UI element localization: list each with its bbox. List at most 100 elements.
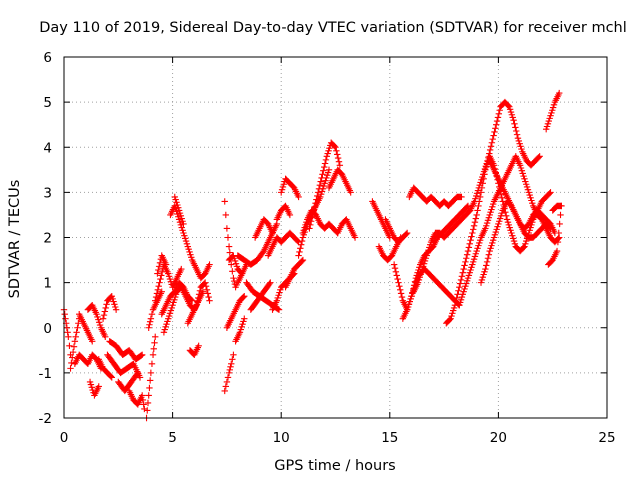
- interp-point: [172, 293, 179, 301]
- data-point: [332, 144, 339, 151]
- data-point: [469, 229, 476, 237]
- interp-point: [146, 384, 153, 392]
- interp-point: [312, 200, 319, 207]
- series-s17: [158, 279, 196, 318]
- interp-point: [515, 137, 523, 145]
- interp-point: [155, 263, 163, 270]
- interp-point: [550, 101, 558, 109]
- data-point: [460, 265, 467, 273]
- data-point: [536, 153, 543, 160]
- interp-point: [466, 240, 473, 248]
- interp-point: [494, 114, 502, 121]
- x-tick-label: 10: [273, 430, 290, 446]
- interp-point: [140, 401, 147, 408]
- interp-point: [313, 196, 320, 203]
- interp-point: [484, 255, 492, 262]
- series-s46: [399, 265, 463, 322]
- interp-point: [240, 318, 247, 325]
- interp-point: [487, 143, 495, 150]
- interp-point: [487, 245, 494, 252]
- interp-point: [326, 144, 333, 152]
- interp-point: [426, 241, 434, 248]
- data-point: [351, 234, 359, 241]
- interp-point: [146, 318, 154, 325]
- interp-point: [168, 304, 175, 312]
- interp-point: [535, 153, 542, 161]
- interp-point: [222, 211, 230, 219]
- interp-point: [96, 321, 104, 329]
- interp-point: [480, 271, 487, 278]
- data-point: [395, 279, 402, 286]
- interp-point: [470, 255, 478, 263]
- interp-point: [107, 373, 115, 380]
- series-s55: [549, 202, 565, 214]
- interp-point: [318, 174, 325, 182]
- data-point: [102, 333, 109, 340]
- interp-point: [314, 192, 321, 200]
- interp-point: [311, 203, 318, 211]
- interp-point: [74, 324, 81, 331]
- interp-point: [474, 245, 481, 252]
- interp-point: [426, 244, 433, 251]
- data-point: [414, 279, 422, 286]
- interp-point: [155, 283, 162, 290]
- interp-point: [392, 268, 400, 275]
- interp-point: [420, 263, 427, 270]
- y-tick-label: 6: [43, 50, 52, 66]
- data-point: [295, 193, 302, 201]
- interp-point: [509, 114, 516, 121]
- interp-point: [406, 298, 413, 305]
- interp-point: [146, 377, 154, 384]
- interp-point: [488, 206, 495, 213]
- interp-point: [476, 237, 484, 244]
- interp-point: [173, 199, 180, 206]
- interp-point: [467, 266, 474, 274]
- data-point: [136, 374, 144, 381]
- interp-point: [479, 274, 486, 281]
- interp-point: [166, 310, 174, 317]
- interp-point: [476, 198, 483, 205]
- interp-point: [489, 239, 496, 247]
- interp-point: [138, 352, 145, 359]
- interp-point: [185, 246, 192, 253]
- interp-point: [240, 293, 247, 301]
- interp-point: [238, 323, 245, 331]
- interp-point: [522, 178, 529, 185]
- data-point: [165, 315, 172, 322]
- data-point: [149, 351, 157, 359]
- interp-point: [557, 211, 564, 219]
- series-s44: [382, 216, 411, 246]
- interp-point: [420, 260, 428, 267]
- data-point: [165, 270, 172, 277]
- interp-point: [497, 212, 505, 220]
- interp-point: [63, 324, 71, 331]
- interp-point: [493, 226, 500, 233]
- interp-point: [546, 224, 553, 231]
- interp-point: [278, 186, 286, 193]
- interp-point: [203, 286, 211, 294]
- interp-point: [523, 237, 530, 245]
- interp-point: [397, 286, 404, 294]
- interp-point: [397, 290, 405, 297]
- interp-point: [172, 291, 180, 298]
- interp-point: [179, 227, 186, 234]
- interp-point: [187, 251, 194, 258]
- interp-point: [334, 151, 341, 158]
- interp-point: [449, 310, 456, 317]
- interp-point: [239, 320, 246, 328]
- interp-point: [331, 143, 338, 150]
- data-point: [241, 292, 248, 300]
- series-s40: [325, 166, 354, 196]
- interp-point: [543, 123, 551, 130]
- data-point: [108, 374, 115, 381]
- data-point: [456, 283, 463, 291]
- interp-point: [459, 291, 466, 298]
- data-point: [473, 247, 480, 255]
- interp-point: [300, 227, 307, 234]
- interp-point: [111, 301, 118, 308]
- interp-point: [483, 258, 491, 266]
- interp-point: [456, 280, 464, 287]
- interp-point: [491, 128, 498, 136]
- interp-point: [202, 283, 210, 290]
- data-point: [556, 89, 563, 97]
